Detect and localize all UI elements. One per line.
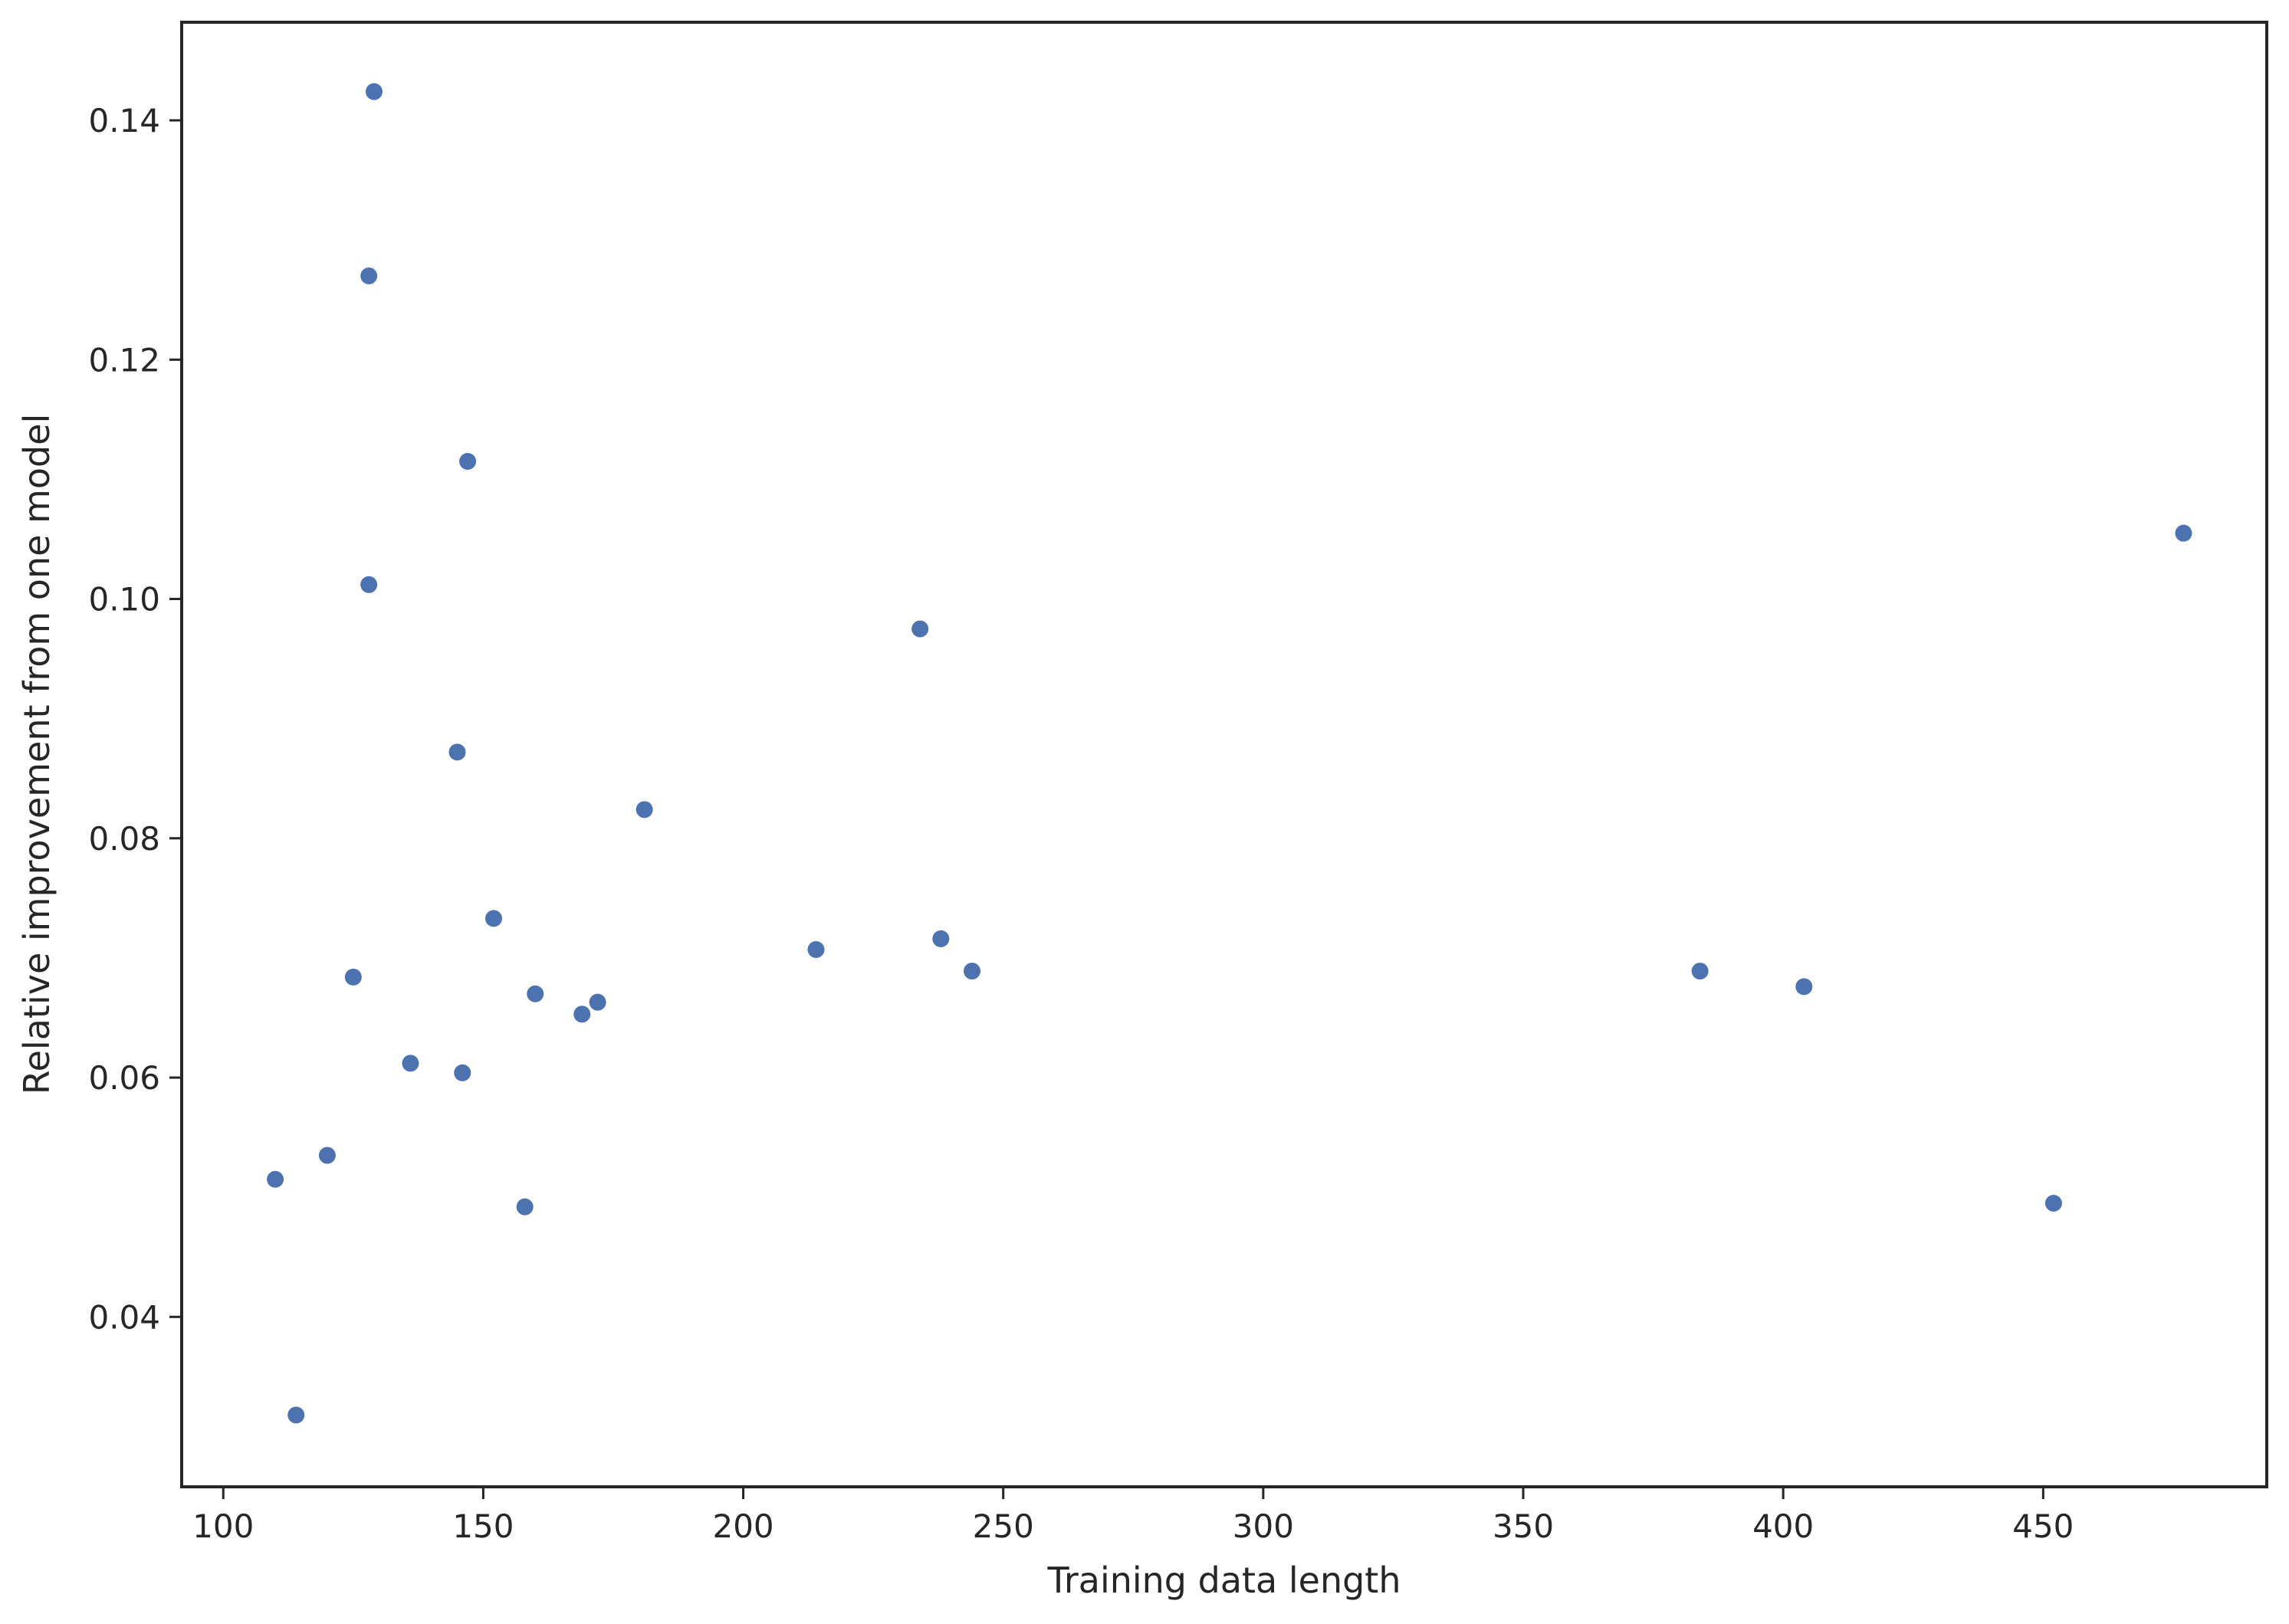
data-point <box>1795 978 1813 996</box>
x-tick-label: 100 <box>192 1508 254 1545</box>
data-point <box>807 940 825 958</box>
data-point <box>344 968 362 986</box>
y-tick-label: 0.04 <box>88 1298 160 1336</box>
data-point <box>516 1198 534 1216</box>
data-point <box>360 576 378 593</box>
data-point <box>635 801 653 819</box>
x-tick-label: 300 <box>1233 1508 1294 1545</box>
data-point <box>573 1006 591 1023</box>
x-tick-label: 400 <box>1752 1508 1814 1545</box>
x-tick-label: 250 <box>973 1508 1034 1545</box>
data-point <box>402 1055 419 1072</box>
data-point <box>360 267 378 284</box>
data-point <box>1691 963 1709 980</box>
y-axis-ticks: 0.04 0.06 0.08 0.10 0.12 0.14 <box>88 102 182 1336</box>
data-point <box>964 963 981 980</box>
data-point <box>454 1064 471 1081</box>
plot-area <box>182 22 2267 1487</box>
data-point <box>932 930 950 947</box>
x-tick-label: 450 <box>2012 1508 2074 1545</box>
x-tick-label: 150 <box>452 1508 514 1545</box>
data-point <box>2175 524 2192 542</box>
x-tick-label: 200 <box>712 1508 773 1545</box>
y-tick-label: 0.12 <box>88 341 160 379</box>
data-point <box>484 910 502 927</box>
data-point <box>589 993 606 1011</box>
y-tick-label: 0.06 <box>88 1059 160 1097</box>
data-point <box>287 1406 305 1424</box>
data-points <box>267 83 2192 1424</box>
x-tick-label: 350 <box>1493 1508 1554 1545</box>
x-axis-ticks: 100 150 200 250 300 350 400 450 <box>192 1487 2074 1545</box>
data-point <box>527 985 544 1002</box>
data-point <box>459 452 477 470</box>
data-point <box>318 1147 336 1164</box>
data-point <box>448 743 466 761</box>
data-point <box>365 83 383 100</box>
y-tick-label: 0.10 <box>88 581 160 618</box>
plot-frame <box>180 21 2268 1488</box>
x-axis-label: Training data length <box>1047 1560 1401 1601</box>
y-tick-label: 0.08 <box>88 820 160 858</box>
data-point <box>2044 1194 2062 1212</box>
y-axis-label: Relative improvement from one model <box>16 414 57 1095</box>
y-tick-label: 0.14 <box>88 102 160 139</box>
data-point <box>911 620 929 638</box>
data-point <box>267 1170 284 1188</box>
